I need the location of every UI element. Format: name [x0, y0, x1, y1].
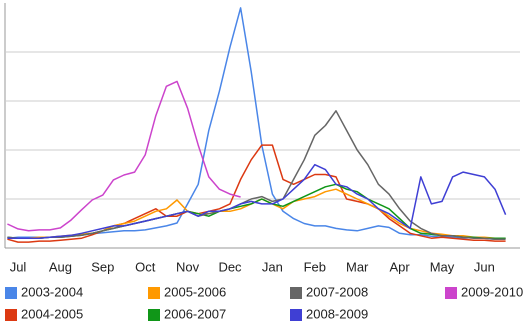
series-line [7, 110, 506, 240]
x-tick-label: Oct [135, 259, 156, 274]
x-tick-label: Jul [10, 259, 27, 274]
legend-label: 2003-2004 [21, 284, 83, 299]
legend-swatch [290, 287, 302, 299]
x-tick-label: Feb [304, 259, 326, 274]
x-tick-label: Apr [389, 259, 410, 274]
legend-swatch [5, 309, 17, 321]
legend-swatch [148, 309, 160, 321]
legend-label: 2007-2008 [306, 284, 368, 299]
x-tick-label: Dec [218, 259, 242, 274]
series-line [7, 80, 241, 232]
x-tick-label: Mar [346, 259, 369, 274]
series-line [7, 183, 506, 239]
legend-label: 2008-2009 [306, 306, 368, 321]
legend-swatch [290, 309, 302, 321]
legend-label: 2009-2010 [461, 284, 523, 299]
series-line [7, 188, 506, 239]
x-tick-label: Jan [262, 259, 283, 274]
series-line [7, 163, 507, 239]
x-tick-label: Sep [91, 259, 114, 274]
legend-label: 2006-2007 [164, 306, 226, 321]
series-line [7, 144, 506, 243]
legend-swatch [148, 287, 160, 299]
x-tick-label: May [430, 259, 455, 274]
series-line [7, 7, 506, 240]
x-tick-label: Nov [176, 259, 200, 274]
legend-label: 2005-2006 [164, 284, 226, 299]
legend-swatch [5, 287, 17, 299]
legend-label: 2004-2005 [21, 306, 83, 321]
x-tick-label: Jun [474, 259, 495, 274]
x-tick-label: Aug [49, 259, 72, 274]
legend-swatch [445, 287, 457, 299]
